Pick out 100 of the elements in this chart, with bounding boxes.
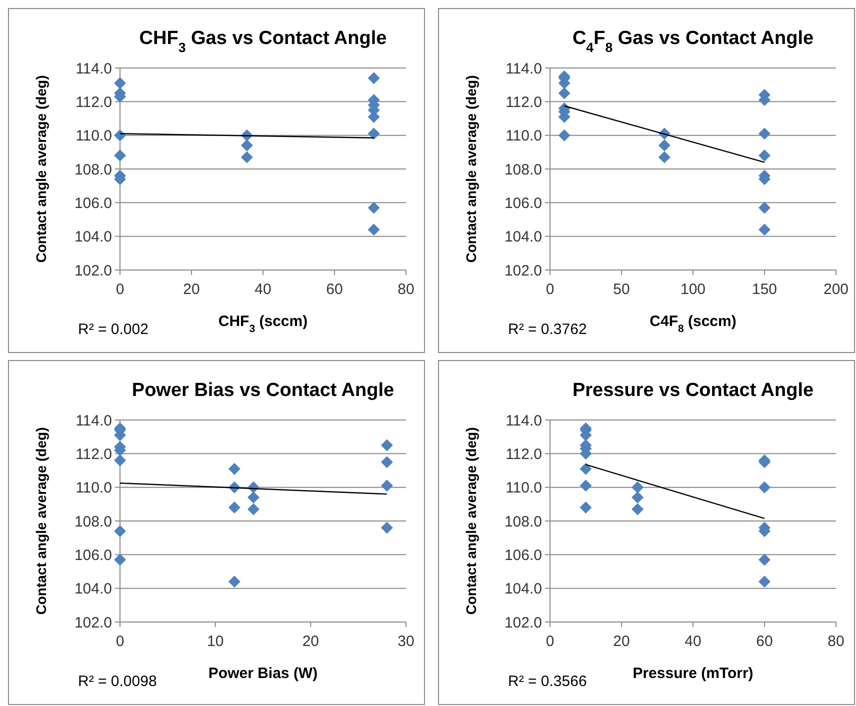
point — [558, 129, 570, 142]
point — [632, 491, 644, 504]
y-tick-label: 114.0 — [506, 60, 542, 78]
point — [380, 439, 393, 452]
point — [240, 151, 253, 164]
point — [380, 522, 393, 534]
y-tick-label: 112.0 — [76, 446, 112, 463]
x-tick-label: 200 — [823, 281, 849, 298]
y-tick-label: 102.0 — [504, 614, 542, 632]
point — [114, 554, 126, 566]
y-axis-title: Contact angle average (deg) — [33, 427, 49, 615]
text: R² = 0.3762 — [508, 321, 587, 338]
x-tick-label: 0 — [546, 281, 554, 298]
x-tick-label: 20 — [302, 633, 320, 650]
point — [380, 456, 393, 468]
point — [758, 554, 770, 566]
y-tick-label: 114.0 — [506, 412, 542, 430]
point — [658, 139, 670, 152]
text: R² = 0.3566 — [508, 673, 587, 690]
y-tick-label: 104.0 — [504, 580, 542, 598]
point — [114, 129, 126, 142]
y-tick-label: 112.0 — [506, 446, 542, 463]
point — [228, 576, 240, 588]
point — [758, 202, 770, 214]
x-axis-title: Power Bias (W) — [208, 665, 318, 682]
y-tick-label: 102.0 — [74, 614, 112, 632]
x-tick-label: 50 — [613, 281, 630, 298]
y-tick-label: 104.0 — [74, 228, 112, 246]
point — [632, 503, 644, 516]
point — [114, 525, 126, 538]
y-tick-label: 106.0 — [504, 546, 542, 564]
point — [580, 502, 592, 514]
x-tick-label: 10 — [206, 633, 224, 650]
chart-title: CHF$_{3}$ Gas vs Contact Angle — [139, 28, 387, 54]
point — [247, 491, 260, 504]
point — [758, 576, 770, 588]
point — [368, 224, 380, 236]
point — [368, 202, 380, 214]
x-tick-label: 80 — [398, 281, 414, 298]
point — [758, 481, 770, 494]
chart-title: C$_{4}$F$_{8}$ Gas vs Contact Angle — [572, 28, 814, 54]
x-axis-title: C4F$_{8}$ (sccm) — [650, 313, 736, 335]
y-tick-label: 110.0 — [506, 128, 542, 145]
chart-title: Pressure vs Contact Angle — [572, 380, 814, 401]
text: R² = 0.0098 — [78, 673, 157, 690]
y-tick-label: 106.0 — [74, 546, 112, 564]
point — [228, 502, 240, 514]
point — [114, 150, 126, 162]
x-tick-label: 0 — [116, 281, 124, 298]
point — [580, 480, 592, 492]
x-axis-title: Pressure (mTorr) — [632, 665, 754, 682]
y-tick-label: 110.0 — [76, 128, 112, 145]
point — [240, 139, 253, 152]
point — [758, 150, 770, 162]
point — [558, 87, 570, 100]
x-tick-label: 80 — [828, 633, 844, 650]
y-tick-label: 110.0 — [506, 480, 542, 497]
point — [368, 72, 380, 84]
point — [658, 151, 670, 164]
x-tick-label: 0 — [116, 633, 124, 650]
point — [228, 462, 240, 475]
y-tick-label: 108.0 — [504, 513, 542, 530]
y-tick-label: 108.0 — [74, 513, 112, 530]
y-tick-label: 104.0 — [504, 228, 542, 246]
y-axis-title: Contact angle average (deg) — [463, 75, 479, 263]
x-axis-title: CHF$_{3}$ (sccm) — [218, 313, 308, 335]
x-tick-label: 0 — [546, 633, 554, 650]
y-axis-title: Contact angle average (deg) — [463, 427, 479, 615]
y-tick-label: 104.0 — [74, 580, 112, 598]
x-tick-label: 150 — [752, 281, 778, 298]
y-tick-label: 112.0 — [76, 94, 112, 111]
point — [114, 454, 126, 466]
y-tick-label: 102.0 — [74, 262, 112, 280]
y-tick-label: 102.0 — [504, 262, 542, 280]
chart-title: Power Bias vs Contact Angle — [132, 380, 394, 401]
point — [758, 224, 770, 236]
text: R² = 0.002 — [78, 321, 148, 338]
y-tick-label: 110.0 — [76, 480, 112, 497]
point — [580, 462, 592, 475]
x-tick-label: 20 — [613, 633, 630, 650]
x-tick-label: 20 — [183, 281, 200, 298]
y-tick-label: 108.0 — [74, 161, 112, 178]
x-tick-label: 60 — [326, 281, 343, 298]
y-tick-label: 106.0 — [504, 194, 542, 212]
point — [758, 128, 770, 140]
x-tick-label: 40 — [254, 281, 272, 298]
x-tick-label: 40 — [684, 633, 702, 650]
y-tick-label: 106.0 — [74, 194, 112, 212]
y-tick-label: 114.0 — [76, 60, 112, 78]
x-tick-label: 100 — [680, 281, 706, 298]
x-tick-label: 30 — [398, 633, 414, 650]
y-tick-label: 112.0 — [506, 94, 542, 111]
point — [380, 480, 393, 492]
point — [114, 77, 126, 90]
x-tick-label: 60 — [756, 633, 773, 650]
y-axis-title: Contact angle average (deg) — [33, 75, 49, 263]
y-tick-label: 114.0 — [76, 412, 112, 430]
y-tick-label: 108.0 — [504, 161, 542, 178]
point — [632, 481, 644, 494]
point — [247, 503, 260, 516]
